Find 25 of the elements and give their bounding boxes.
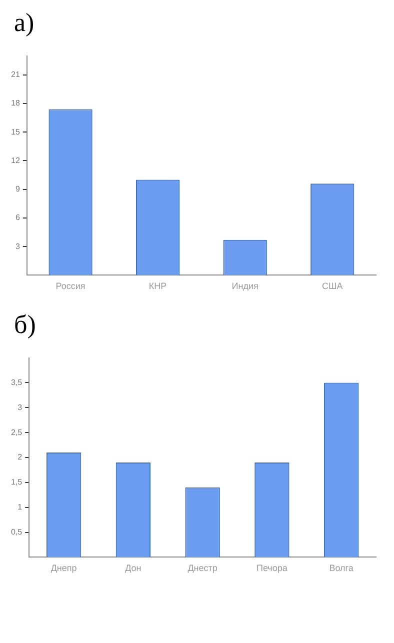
x-tick-label: КНР: [148, 281, 167, 292]
y-tick-label: 3: [18, 402, 23, 412]
y-tick-label: 9: [15, 184, 20, 194]
y-tick-label: 12: [10, 156, 20, 165]
x-tick-label: Россия: [56, 281, 86, 292]
y-tick-label: 3,5: [10, 378, 23, 387]
x-tick-label: Индия: [232, 281, 259, 292]
y-tick-label: 2,5: [10, 428, 23, 437]
y-tick-label: 1,5: [10, 478, 23, 487]
y-tick-label: 18: [10, 98, 20, 108]
x-tick-label: США: [322, 281, 343, 292]
y-tick-label: 0,5: [10, 527, 23, 536]
y-tick-label: 21: [10, 70, 20, 80]
x-tick-label: Днестр: [188, 563, 218, 574]
y-tick-label: 1: [18, 502, 23, 512]
chart-title: б): [13, 310, 37, 341]
x-tick-label: Волга: [329, 563, 354, 574]
chart-title: а): [13, 8, 36, 39]
y-tick-label: 6: [15, 213, 20, 222]
y-tick-label: 3: [15, 242, 20, 251]
y-tick-label: 2: [18, 452, 23, 462]
x-tick-label: Днепр: [50, 563, 77, 574]
x-tick-label: Печора: [256, 563, 288, 574]
y-tick-label: 15: [10, 127, 20, 136]
x-tick-label: Дон: [125, 563, 142, 574]
